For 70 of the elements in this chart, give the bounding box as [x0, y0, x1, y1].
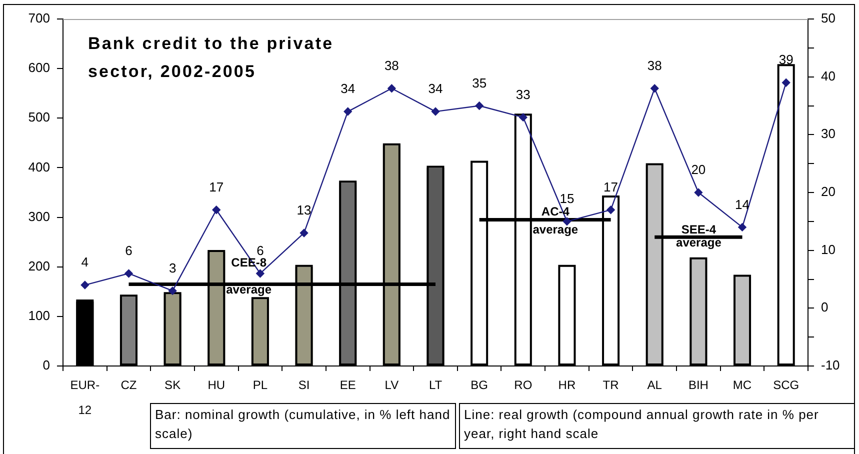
text: Bank credit to the private sector, 2002-2005: [88, 34, 334, 81]
text: Bar: nominal growth (cumulative, in % left hand scale): [150, 403, 456, 449]
data-label: 39: [778, 52, 794, 68]
point: [782, 78, 790, 87]
y-tick-label: 200: [28, 258, 50, 274]
data-label: 4: [81, 254, 89, 270]
y-tick-label: 400: [28, 159, 50, 174]
data-label: 17: [209, 179, 224, 194]
x-tick-label: SI: [298, 378, 310, 392]
x-tick-label: AL: [647, 378, 662, 392]
x-tick-label: EUR-12: [70, 378, 100, 418]
y-tick-label: 700: [28, 10, 50, 26]
x-tick-label: BG: [470, 378, 488, 392]
y-tick-label: 0: [42, 358, 50, 373]
point: [562, 217, 572, 226]
data-label: 6: [256, 243, 264, 258]
data-label: 35: [472, 75, 487, 90]
point: [650, 84, 659, 92]
y-tick-label: 500: [28, 110, 50, 125]
x-tick-label: MC: [732, 378, 752, 392]
series-label: SEE-4 average: [676, 222, 722, 250]
data-label: 17: [604, 179, 618, 194]
data-label: 38: [647, 58, 662, 73]
point: [606, 206, 615, 214]
point: [168, 286, 177, 295]
x-tick-label: TR: [602, 378, 620, 392]
point: [431, 107, 440, 116]
x-tick-label: PL: [252, 378, 268, 392]
x-tick-label: SCG: [773, 378, 800, 392]
data-label: 33: [516, 86, 530, 102]
data-label: 38: [384, 58, 399, 73]
x-tick-label: EE: [340, 378, 356, 392]
y2-tick-label: -10: [821, 358, 840, 373]
x-tick-label: RO: [514, 378, 532, 392]
data-label: 15: [560, 190, 574, 206]
data-label: 3: [168, 260, 176, 276]
text: Line: real growth (compound annual growth rate in % per year, right hand scale: [459, 403, 855, 449]
point: [694, 188, 703, 197]
x-tick-label: BIH: [688, 378, 708, 392]
data-label: 14: [735, 196, 750, 212]
x-tick-label: LT: [428, 378, 443, 392]
x-tick-label: SK: [164, 378, 181, 392]
x-tick-label: CZ: [120, 378, 137, 392]
data-label: 34: [428, 81, 443, 96]
data-label: 6: [125, 243, 132, 258]
point: [738, 223, 746, 232]
x-tick-label: HU: [208, 378, 226, 392]
point: [256, 269, 264, 278]
point: [475, 102, 484, 110]
x-tick-label: LV: [384, 378, 399, 392]
point: [519, 113, 528, 122]
point: [388, 84, 396, 92]
point: [124, 269, 133, 278]
y2-tick-label: 10: [821, 242, 836, 257]
data-label: 20: [691, 162, 706, 178]
data-label: 34: [340, 81, 356, 96]
y2-tick-label: 30: [821, 126, 836, 142]
y2-tick-label: 20: [821, 184, 836, 200]
y-tick-label: 600: [28, 60, 50, 76]
y-tick-label: 300: [28, 208, 50, 224]
point: [212, 206, 220, 214]
point: [80, 280, 90, 290]
y-tick-label: 100: [28, 308, 50, 324]
y2-tick-label: 0: [821, 300, 828, 315]
point: [344, 107, 352, 116]
y2-tick-label: 40: [821, 68, 836, 84]
y2-tick-label: 50: [821, 10, 836, 26]
data-label: 13: [296, 202, 312, 218]
point: [300, 228, 308, 238]
x-tick-label: HR: [558, 378, 576, 392]
